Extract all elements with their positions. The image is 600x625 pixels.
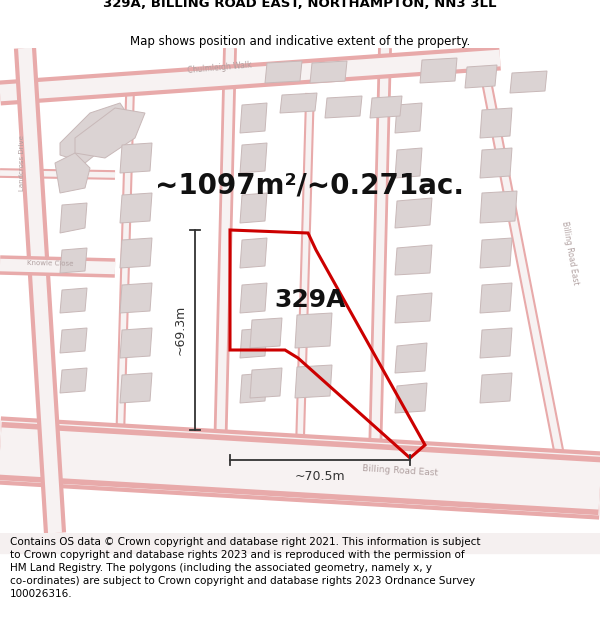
Text: ~70.5m: ~70.5m [295,470,346,483]
Text: 329A: 329A [274,288,346,312]
Bar [0,533,600,553]
Polygon shape [480,191,517,223]
Text: Contains OS data © Crown copyright and database right 2021. This information is : Contains OS data © Crown copyright and d… [10,537,481,599]
Polygon shape [325,96,362,118]
Polygon shape [480,238,512,268]
Polygon shape [240,193,267,223]
Polygon shape [395,383,427,413]
Polygon shape [55,153,90,193]
Polygon shape [60,288,87,313]
Polygon shape [60,203,87,233]
Polygon shape [60,368,87,393]
Polygon shape [120,373,152,403]
Polygon shape [120,328,152,358]
Polygon shape [75,108,145,158]
Polygon shape [240,103,267,133]
Polygon shape [240,328,267,358]
Polygon shape [240,143,267,173]
Text: ~69.3m: ~69.3m [174,305,187,355]
Polygon shape [480,283,512,313]
Polygon shape [295,313,332,348]
Polygon shape [240,283,267,313]
Polygon shape [395,148,422,178]
Polygon shape [395,245,432,275]
Polygon shape [250,318,282,348]
Polygon shape [60,328,87,353]
Text: Billing Road East: Billing Road East [560,221,580,286]
Polygon shape [120,193,152,223]
Text: Map shows position and indicative extent of the property.: Map shows position and indicative extent… [130,35,470,48]
Polygon shape [250,368,282,398]
Polygon shape [120,283,152,313]
Polygon shape [310,61,347,83]
Polygon shape [120,143,152,173]
Text: Billing Road East: Billing Road East [362,464,438,478]
Text: Chulmleigh Walk: Chulmleigh Walk [188,61,253,75]
Text: 329A, BILLING ROAD EAST, NORTHAMPTON, NN3 3LL: 329A, BILLING ROAD EAST, NORTHAMPTON, NN… [103,0,497,10]
Text: Landcross Drive: Landcross Drive [19,135,25,191]
Polygon shape [265,61,302,83]
Polygon shape [480,328,512,358]
Text: Knowle Close: Knowle Close [27,259,73,266]
Polygon shape [395,293,432,323]
Polygon shape [240,238,267,268]
Polygon shape [510,71,547,93]
Polygon shape [465,65,497,88]
Polygon shape [480,373,512,403]
Polygon shape [60,248,87,273]
Polygon shape [395,103,422,133]
Polygon shape [480,148,512,178]
Polygon shape [395,198,432,228]
Polygon shape [395,343,427,373]
Polygon shape [370,96,402,118]
Polygon shape [120,238,152,268]
Polygon shape [295,365,332,398]
Polygon shape [280,93,317,113]
Polygon shape [60,103,130,163]
Polygon shape [420,58,457,83]
Polygon shape [480,108,512,138]
Polygon shape [240,373,267,403]
Text: ~1097m²/~0.271ac.: ~1097m²/~0.271ac. [155,171,464,199]
